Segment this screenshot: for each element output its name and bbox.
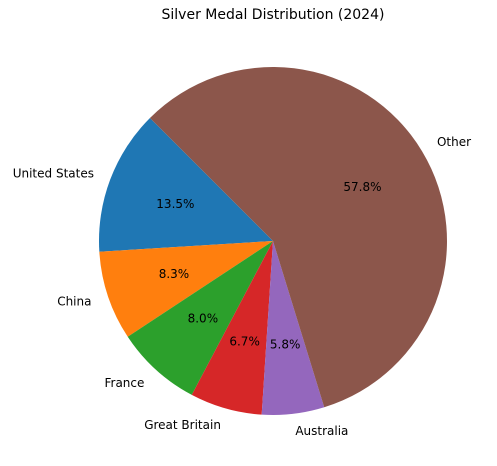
slice-percent-label: 8.3% — [159, 267, 190, 281]
pie-slice-great-britain — [191, 241, 273, 415]
slice-percent-label: 13.5% — [156, 197, 194, 211]
slice-percent-label: 57.8% — [343, 180, 381, 194]
slice-percent-label: 5.8% — [270, 338, 301, 352]
slice-percent-label: 6.7% — [229, 334, 260, 348]
slice-label: Other — [437, 135, 471, 149]
slice-label: Australia — [295, 424, 348, 438]
chart-title: Silver Medal Distribution (2024) — [162, 7, 385, 23]
pie-slice-china — [99, 241, 273, 337]
slice-label: Great Britain — [144, 418, 221, 432]
pie-slices — [98, 66, 447, 415]
pie-slice-united-states — [98, 117, 273, 252]
slice-label: France — [104, 376, 144, 390]
pie-labels: United States 13.5% China 8.3% France 8.0% Gre… — [13, 135, 471, 438]
slice-percent-label: 8.0% — [188, 311, 219, 325]
slice-label: United States — [13, 166, 94, 180]
pie-slice-france — [127, 241, 274, 395]
slice-label: China — [57, 295, 91, 309]
pie-slice-other — [149, 66, 447, 408]
pie-slice-australia — [261, 241, 325, 415]
